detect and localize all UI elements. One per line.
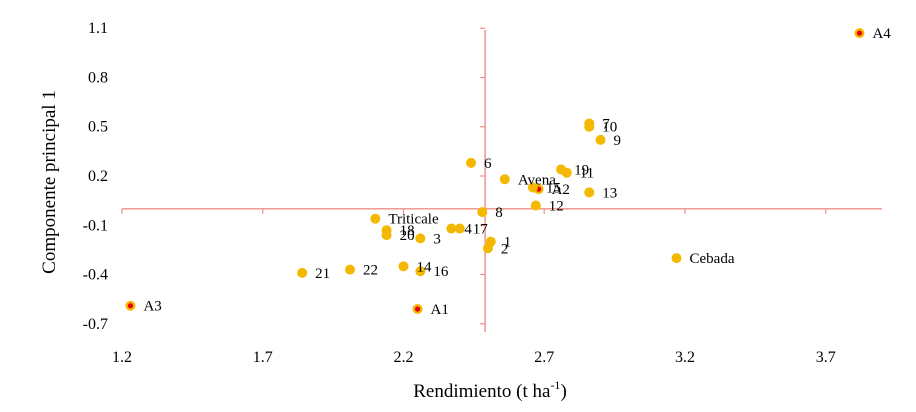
point-label: 9: [614, 133, 622, 149]
point-label: 7: [602, 116, 610, 132]
point-label: 2: [501, 241, 509, 257]
data-point: [482, 243, 493, 254]
x-tick-label: 1.2: [112, 349, 132, 366]
point-label: Triticale: [388, 212, 439, 228]
point-label: 10: [602, 120, 617, 136]
x-tick-label: 3.2: [675, 349, 695, 366]
data-point-marker: [414, 306, 421, 312]
point-label: 17: [473, 222, 489, 238]
data-point: [530, 200, 541, 211]
data-point: [398, 261, 409, 272]
data-point: [370, 213, 381, 224]
point-label: 21: [315, 266, 330, 282]
point-label: A4: [872, 26, 891, 42]
x-axis-label: Rendimiento (t ha-1): [413, 378, 567, 402]
data-point: [561, 167, 572, 178]
point-label: 13: [602, 185, 617, 201]
data-point-marker: [127, 303, 134, 309]
point-label: A1: [431, 302, 449, 318]
data-point: [415, 266, 426, 277]
point-label: 22: [363, 263, 378, 279]
point-label: Cebada: [690, 251, 735, 267]
data-point: [527, 182, 538, 193]
point-label: 20: [400, 228, 415, 244]
point-label: 11: [580, 166, 594, 182]
point-label: 4: [464, 222, 472, 238]
y-tick-label: 0.8: [88, 69, 108, 86]
x-tick-label: 2.7: [534, 349, 554, 366]
point-label: 18: [400, 223, 415, 239]
point-label: A2: [552, 182, 570, 198]
data-point: [466, 157, 477, 168]
y-axis-label: Componente principal 1: [39, 90, 60, 274]
point-label: 12: [549, 199, 564, 215]
point-label: 19: [574, 162, 589, 178]
point-label: Avena: [518, 172, 556, 188]
data-points: [125, 28, 865, 315]
point-label: 6: [484, 156, 492, 172]
data-point-marker: [856, 30, 863, 36]
x-tick-label: 2.2: [393, 349, 413, 366]
y-tick-label: 0.2: [88, 168, 108, 185]
y-tick-label: 1.1: [88, 20, 108, 37]
data-point: [297, 267, 308, 278]
point-label: A3: [143, 299, 161, 315]
y-tick-label: -0.7: [83, 316, 108, 333]
x-tick-label: 3.7: [816, 349, 836, 366]
axes: [121, 27, 882, 332]
point-label: 14: [416, 259, 432, 275]
x-tick-label: 1.7: [253, 349, 273, 366]
point-label: 16: [433, 264, 449, 280]
data-point: [499, 174, 510, 185]
y-tick-label: -0.1: [83, 217, 108, 234]
point-label: 1: [504, 235, 512, 251]
data-point: [584, 121, 595, 132]
data-point: [671, 253, 682, 264]
data-point: [345, 264, 355, 275]
data-point: [454, 223, 465, 234]
data-point: [415, 233, 426, 244]
data-point: [595, 134, 606, 145]
y-tick-label: -0.4: [83, 267, 108, 284]
y-tick-label: 0.5: [88, 119, 108, 136]
data-point: [477, 207, 488, 218]
data-point: [584, 187, 595, 198]
data-point: [446, 223, 457, 234]
tick-labels: 1.2 1.7 2.2 2.7 3.2 3.7 1.1 0.8 0.5 0.2 -0.1 -0.4 -0…: [83, 20, 836, 366]
data-point: [381, 230, 392, 241]
point-label: 3: [433, 231, 441, 247]
point-label: 15: [546, 180, 561, 196]
point-label: 8: [495, 205, 503, 221]
